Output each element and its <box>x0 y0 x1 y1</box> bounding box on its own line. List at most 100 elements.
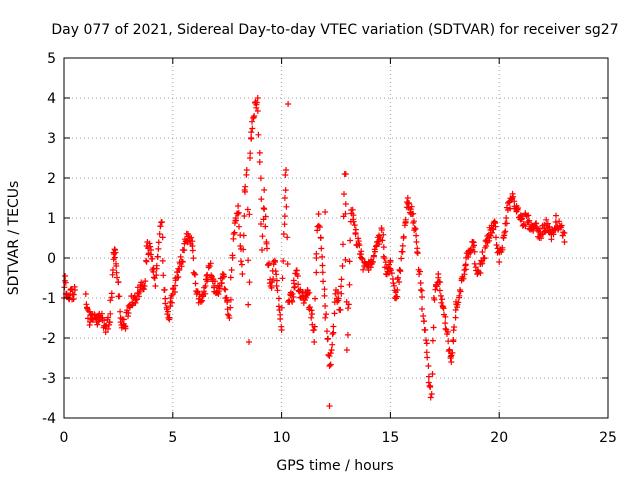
data-point <box>420 313 427 319</box>
data-point <box>177 253 184 260</box>
data-point <box>249 125 256 132</box>
data-point <box>284 261 291 267</box>
data-point <box>423 337 429 344</box>
x-tick-label: 20 <box>490 430 508 446</box>
data-point <box>430 324 437 331</box>
data-point <box>285 101 292 107</box>
data-point <box>424 354 431 361</box>
data-point <box>425 373 432 380</box>
x-tick-label: 15 <box>381 430 399 446</box>
data-point <box>248 135 255 141</box>
data-point <box>316 224 323 230</box>
data-point <box>455 299 462 306</box>
data-point <box>256 149 263 156</box>
data-point <box>274 287 281 294</box>
data-point <box>548 236 555 243</box>
data-point <box>479 260 486 267</box>
data-point <box>129 302 136 309</box>
data-point <box>432 286 439 293</box>
data-point <box>544 220 551 227</box>
data-point <box>327 350 334 357</box>
data-point <box>411 225 418 232</box>
data-point <box>146 240 153 247</box>
y-tick-label: -4 <box>42 411 56 427</box>
data-point <box>258 221 264 227</box>
data-point <box>258 196 265 203</box>
data-point <box>192 271 199 278</box>
data-point <box>221 273 227 280</box>
data-point <box>423 340 430 347</box>
data-point <box>522 223 529 230</box>
data-point <box>440 305 447 312</box>
data-point <box>158 219 165 225</box>
data-point <box>236 223 242 230</box>
data-point <box>394 287 401 293</box>
data-point <box>419 294 425 300</box>
data-point <box>308 314 315 321</box>
data-point <box>322 303 329 309</box>
data-point <box>291 284 298 291</box>
data-point <box>388 267 394 274</box>
data-point <box>62 273 69 279</box>
data-point <box>280 231 287 237</box>
data-point <box>561 239 568 245</box>
data-point <box>284 234 291 241</box>
data-point <box>376 241 382 248</box>
data-point <box>148 247 154 253</box>
data-point <box>352 226 359 233</box>
data-point <box>270 276 277 282</box>
data-point <box>423 349 430 356</box>
data-point <box>242 188 248 195</box>
data-point <box>489 229 495 236</box>
data-point <box>483 243 490 249</box>
data-point <box>492 223 499 230</box>
data-point <box>150 268 157 275</box>
data-point <box>154 253 161 260</box>
data-point <box>171 289 178 295</box>
data-point <box>238 261 245 268</box>
chart-title: Day 077 of 2021, Sidereal Day-to-day VTE… <box>51 22 618 38</box>
data-point <box>538 235 545 242</box>
data-point <box>330 329 337 336</box>
data-point <box>360 266 367 273</box>
data-point <box>240 246 247 253</box>
data-point <box>431 296 438 303</box>
data-point <box>321 286 328 293</box>
data-point <box>503 220 510 227</box>
data-point <box>399 242 406 249</box>
data-point <box>82 291 89 297</box>
data-point <box>306 304 313 311</box>
data-point <box>229 252 236 259</box>
data-point <box>460 275 467 282</box>
data-point <box>114 274 120 281</box>
data-point <box>350 218 357 225</box>
data-point <box>380 231 387 238</box>
data-point <box>442 313 449 320</box>
data-point <box>227 274 234 281</box>
data-point <box>514 206 520 213</box>
data-point <box>256 159 263 165</box>
data-point <box>192 280 199 287</box>
y-tick-label: 3 <box>47 131 56 147</box>
data-point <box>188 234 195 241</box>
data-point <box>502 228 509 235</box>
y-axis-label: SDTVAR / TECUs <box>6 181 22 296</box>
data-point <box>246 339 252 345</box>
data-point <box>341 191 347 197</box>
data-point <box>439 296 446 303</box>
data-point <box>231 229 238 236</box>
data-point <box>105 314 111 321</box>
data-point <box>331 310 338 317</box>
data-point <box>452 307 459 313</box>
data-point <box>230 231 237 237</box>
data-point <box>254 108 261 114</box>
data-point <box>452 314 459 321</box>
data-point <box>417 287 424 293</box>
data-point <box>325 335 331 342</box>
data-point <box>234 210 241 217</box>
data-point <box>241 213 248 219</box>
data-point <box>417 280 424 286</box>
data-point <box>237 243 244 249</box>
data-point <box>447 355 454 362</box>
data-point <box>251 113 258 119</box>
